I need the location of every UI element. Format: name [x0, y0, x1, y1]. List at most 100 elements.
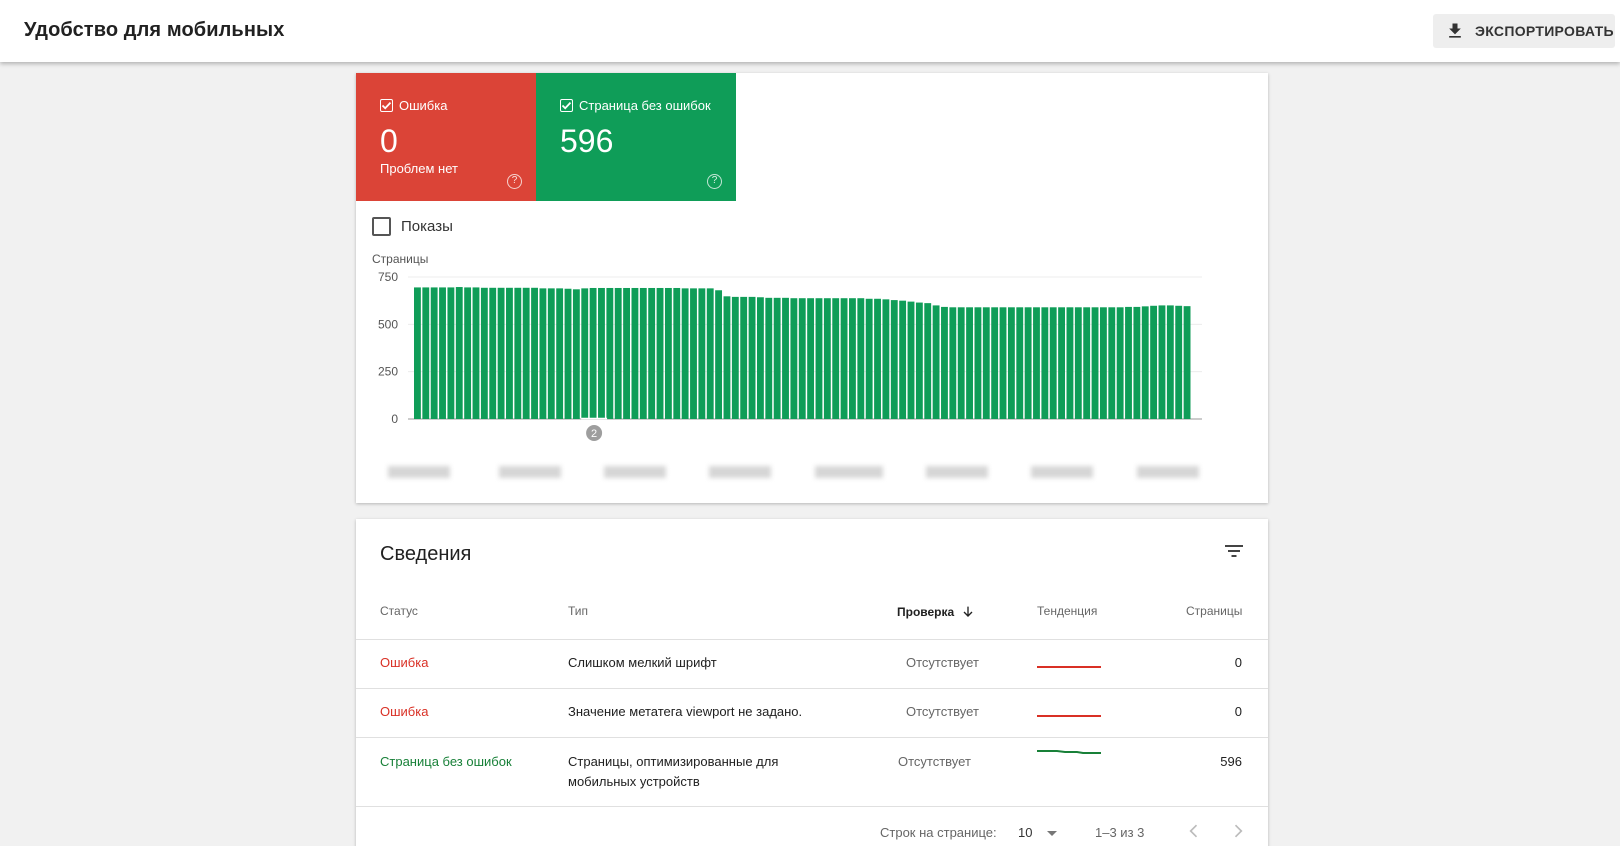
bar: [656, 287, 664, 419]
divider: [356, 806, 1268, 807]
filter-icon[interactable]: [1222, 539, 1246, 563]
bar: [966, 307, 973, 419]
bar: [531, 287, 538, 419]
blurred-date-label: [1137, 466, 1199, 478]
bar: [522, 287, 530, 419]
blurred-date-label: [499, 466, 561, 478]
impressions-label: Показы: [401, 218, 453, 235]
column-header-type[interactable]: Тип: [568, 604, 589, 618]
trend-sparkline: [1037, 750, 1101, 754]
bar: [581, 288, 589, 419]
bar: [890, 300, 898, 419]
y-tick-label: 250: [378, 365, 398, 379]
bar: [564, 288, 572, 419]
valid-tile[interactable]: Страница без ошибок 596 ?: [536, 73, 736, 201]
pagination-range: 1–3 из 3: [1095, 825, 1145, 840]
checkbox-unchecked-icon[interactable]: [372, 217, 391, 236]
bar: [1007, 307, 1015, 419]
bar: [790, 298, 798, 419]
bar: [664, 287, 672, 419]
bar: [715, 290, 723, 419]
row-status: Ошибка: [380, 704, 429, 719]
impressions-toggle[interactable]: Показы: [372, 217, 453, 236]
bar: [1083, 307, 1091, 419]
row-type[interactable]: Слишком мелкий шрифт: [568, 655, 717, 670]
column-header-status[interactable]: Статус: [380, 604, 418, 618]
bar: [506, 287, 513, 419]
bar: [999, 307, 1007, 419]
bar: [765, 297, 773, 419]
row-type[interactable]: Страницы, оптимизированные для мобильных…: [568, 752, 778, 792]
error-tile-label: Ошибка: [399, 98, 448, 113]
bar: [932, 305, 940, 419]
bar: [422, 287, 430, 419]
bar: [773, 297, 781, 419]
row-check: Отсутствует: [906, 655, 979, 670]
divider: [356, 639, 1268, 640]
error-count: 0: [380, 123, 398, 159]
blurred-date-label: [1031, 466, 1093, 478]
bar: [455, 287, 463, 419]
row-status: Страница без ошибок: [380, 754, 512, 769]
bar: [949, 307, 957, 419]
help-icon[interactable]: ?: [707, 174, 722, 189]
bar: [690, 288, 697, 419]
bar: [1150, 305, 1158, 419]
y-tick-label: 750: [378, 270, 398, 284]
bar: [748, 296, 756, 419]
help-icon[interactable]: ?: [507, 174, 522, 189]
row-check: Отсутствует: [906, 704, 979, 719]
bar: [924, 303, 932, 419]
column-header-pages[interactable]: Страницы: [1186, 604, 1243, 618]
row-status: Ошибка: [380, 655, 429, 670]
chevron-right-icon[interactable]: [1228, 821, 1248, 841]
bar: [865, 298, 873, 419]
bar: [941, 306, 948, 419]
bar: [1058, 307, 1066, 419]
rows-per-page-select[interactable]: 10: [1018, 825, 1062, 840]
column-header-check[interactable]: Проверка: [897, 604, 976, 620]
bar: [915, 302, 923, 419]
bar: [1024, 307, 1032, 419]
blurred-date-label: [926, 466, 988, 478]
bar: [1041, 307, 1049, 419]
bar: [1166, 305, 1174, 419]
bar: [991, 307, 999, 419]
chevron-left-icon[interactable]: [1184, 821, 1204, 841]
bar: [547, 288, 555, 419]
bar: [447, 287, 455, 419]
bar: [589, 287, 597, 419]
checkbox-checked-icon[interactable]: [560, 99, 573, 112]
error-tile[interactable]: Ошибка 0 Проблем нет ?: [356, 73, 536, 201]
bar: [1033, 307, 1040, 419]
bar: [957, 307, 965, 419]
bar: [606, 287, 614, 419]
row-check: Отсутствует: [898, 754, 971, 769]
bar: [497, 287, 505, 419]
bar: [1099, 307, 1107, 419]
column-header-trend[interactable]: Тенденция: [1037, 604, 1098, 618]
bar: [840, 298, 848, 419]
row-type-line: Страницы, оптимизированные для: [568, 754, 779, 769]
export-button[interactable]: ЭКСПОРТИРОВАТЬ: [1433, 14, 1615, 48]
download-icon: [1449, 23, 1461, 38]
bar: [1133, 306, 1141, 419]
bar: [614, 287, 622, 419]
bar: [832, 298, 840, 419]
y-tick-label: 0: [391, 412, 398, 426]
column-header-check-label: Проверка: [897, 605, 955, 619]
blurred-date-label: [388, 466, 450, 478]
bar: [731, 296, 739, 419]
bar: [849, 298, 856, 419]
checkbox-checked-icon[interactable]: [380, 99, 393, 112]
bar: [756, 297, 764, 419]
bar: [480, 287, 488, 419]
bar: [1091, 307, 1099, 419]
details-title: Сведения: [380, 543, 472, 565]
divider: [356, 688, 1268, 689]
annotation-label: 2: [591, 428, 597, 440]
row-pages: 0: [1234, 704, 1242, 719]
bar: [874, 298, 881, 419]
bar: [539, 288, 547, 419]
row-type[interactable]: Значение метатега viewport не задано.: [568, 704, 803, 719]
